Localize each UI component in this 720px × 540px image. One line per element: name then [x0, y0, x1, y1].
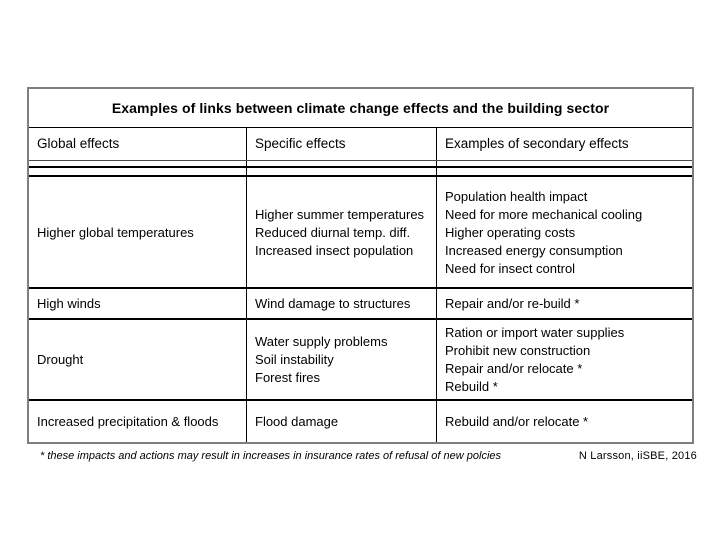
footnote-insurance-note: * these impacts and actions may result i… — [40, 450, 502, 462]
cell-global-effect: Drought — [29, 320, 246, 399]
header-specific-effects: Specific effects — [246, 128, 436, 160]
header-global-effects: Global effects — [37, 136, 120, 151]
cell-text: Ration or import water supplies — [445, 324, 625, 340]
cell-text: Higher summer temperatures — [255, 207, 425, 222]
cell-global-effect: Increased precipitation & floods — [29, 401, 246, 442]
cell-text: Flood damage — [255, 413, 339, 429]
cell-global-effect: Higher global temperatures — [29, 179, 246, 287]
cell-text: Water supply problems — [255, 333, 388, 349]
cell-text: Population health impact — [445, 189, 588, 204]
table-row-increased-precipitation: Increased precipitation & floods Flood d… — [29, 399, 692, 442]
cell-text: Rebuild and/or relocate * — [445, 413, 589, 429]
cell-text: Soil instability — [255, 351, 334, 367]
cell-global-effect: High winds — [29, 289, 246, 318]
cell-text: Wind damage to structures — [255, 295, 411, 311]
cell-text: Repair and/or re-build * — [445, 295, 580, 311]
cell-text: High winds — [37, 295, 101, 311]
cell-secondary-effects: Population health impact Need for more m… — [436, 179, 692, 287]
cell-specific-effects: Higher summer temperatures Reduced diurn… — [246, 179, 436, 287]
cell-text: Repair and/or relocate * — [445, 360, 583, 376]
cell-text: Increased precipitation & floods — [37, 413, 219, 429]
cell-specific-effects: Flood damage — [246, 401, 436, 442]
cell-secondary-effects: Ration or import water supplies Prohibit… — [436, 320, 692, 399]
table-row-high-winds: High winds Wind damage to structures Rep… — [29, 287, 692, 318]
table-title: Examples of links between climate change… — [29, 89, 692, 128]
cell-secondary-effects: Repair and/or re-build * — [436, 289, 692, 318]
cell-specific-effects: Water supply problems Soil instability F… — [246, 320, 436, 399]
cell-text: Increased energy consumption — [445, 243, 623, 258]
cell-text: Increased insect population — [255, 243, 414, 258]
cell-text: Rebuild * — [445, 378, 498, 394]
table-row-drought: Drought Water supply problems Soil insta… — [29, 318, 692, 399]
cell-specific-effects: Wind damage to structures — [246, 289, 436, 318]
climate-effects-table: Examples of links between climate change… — [27, 87, 694, 444]
table-row-higher-global-temperatures: Higher global temperatures Higher summer… — [29, 179, 692, 287]
divider-segment — [436, 161, 692, 179]
header-secondary-effects: Examples of secondary effects — [436, 128, 692, 160]
cell-text: Drought — [37, 351, 84, 367]
cell-text: Prohibit new construction — [445, 342, 591, 358]
divider-segment — [246, 161, 436, 179]
table-header-row: Global effects Specific effects Examples… — [29, 128, 692, 161]
cell-text: Forest fires — [255, 369, 321, 385]
footnote: * these impacts and actions may result i… — [40, 450, 697, 462]
cell-text: Need for insect control — [445, 261, 576, 276]
footnote-attribution: N Larsson, iiSBE, 2016 — [578, 450, 697, 462]
cell-text: Reduced diurnal temp. diff. — [255, 225, 411, 240]
cell-text: Higher operating costs — [445, 225, 576, 240]
cell-text: Need for more mechanical cooling — [445, 207, 643, 222]
cell-text: Higher global temperatures — [37, 225, 194, 240]
double-rule-divider — [29, 161, 692, 179]
cell-secondary-effects: Rebuild and/or relocate * — [436, 401, 692, 442]
divider-segment — [29, 161, 246, 179]
